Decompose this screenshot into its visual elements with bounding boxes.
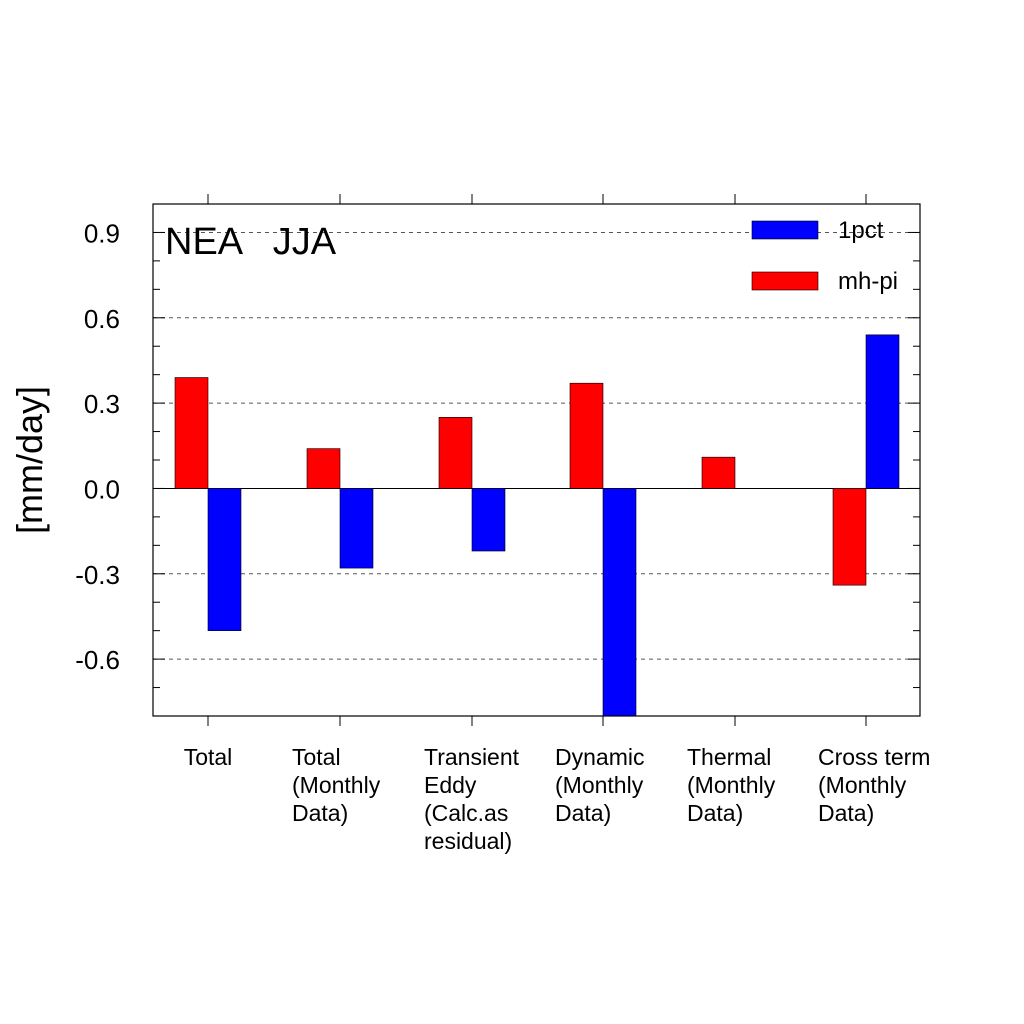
x-tick-label: Total (Monthly Data) [292,744,381,826]
x-tick-label: Transient Eddy (Calc.as residual) [424,744,520,854]
legend: 1pct mh-pi [751,217,898,295]
y-tick-label: 0.9 [84,218,120,248]
bar-mh-pi-5 [832,488,867,586]
x-tick-label: Total [184,744,233,770]
legend-swatch-1pct [751,220,819,240]
bar-mh-pi-3 [569,382,604,489]
bar-mh-pi-1 [306,448,341,489]
y-tick-label: 0.6 [84,304,120,334]
y-tick-label: -0.6 [75,645,120,675]
bar-mh-pi-2 [438,417,473,489]
bar-mh-pi-4 [701,456,736,489]
bar-mh-pi-0 [174,377,209,489]
bar-1pct-2 [471,488,506,552]
y-axis-label: [mm/day] [9,386,50,534]
bar-1pct-1 [339,488,374,569]
x-tick-label: Dynamic (Monthly Data) [555,744,644,826]
bars [174,334,900,717]
bar-1pct-3 [602,488,637,717]
y-tick-labels: -0.6 -0.3 0.0 0.3 0.6 0.9 [75,218,120,675]
x-tick-label: Cross term (Monthly Data) [818,744,930,826]
grid-lines [153,231,920,660]
y-tick-label: 0.3 [84,389,120,419]
legend-label-mh-pi: mh-pi [838,268,898,295]
ticks [153,194,920,726]
x-tick-labels: Total Total (Monthly Data) Transient Eddy (Cal… [184,744,931,854]
y-tick-label: 0.0 [84,474,120,504]
bar-1pct-5 [865,334,900,489]
y-tick-label: -0.3 [75,560,120,590]
legend-label-1pct: 1pct [838,217,884,244]
x-tick-label: Thermal (Monthly Data) [687,744,776,826]
bar-1pct-0 [207,488,242,631]
legend-swatch-mh-pi [751,271,819,291]
chart-title: NEA JJA [165,221,337,263]
